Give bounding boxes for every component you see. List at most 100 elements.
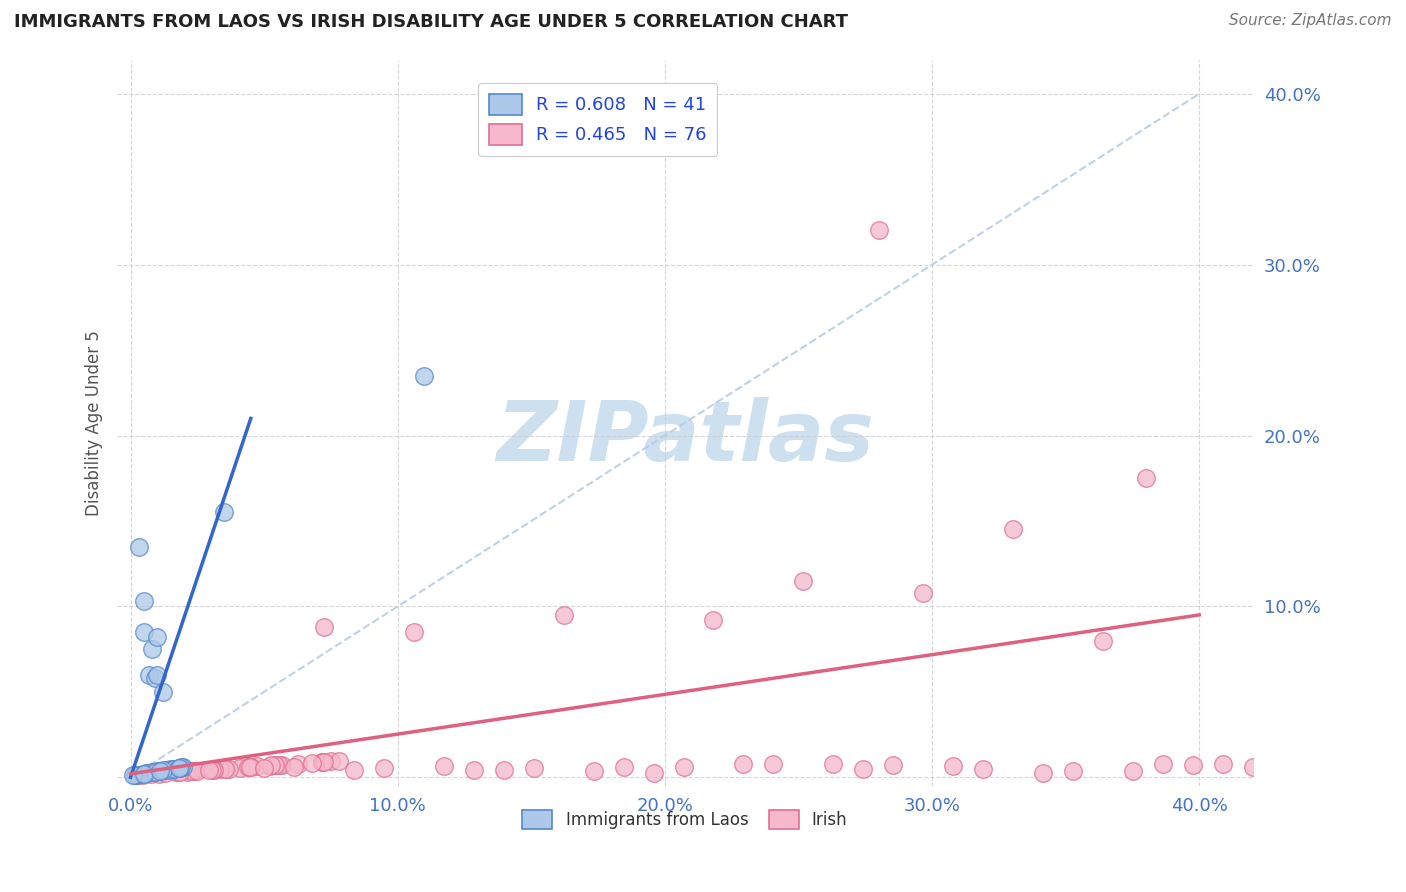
Point: [402, 625, 425, 640]
Point: [122, 768, 145, 782]
Point: [312, 755, 335, 769]
Point: [413, 368, 436, 383]
Point: [523, 761, 546, 775]
Text: ZIPatlas: ZIPatlas: [496, 397, 875, 478]
Point: [319, 754, 342, 768]
Point: [132, 766, 155, 780]
Point: [201, 763, 224, 777]
Point: [132, 625, 155, 640]
Point: [672, 760, 695, 774]
Point: [152, 685, 174, 699]
Point: [236, 760, 259, 774]
Point: [146, 764, 169, 779]
Point: [1002, 523, 1025, 537]
Point: [163, 762, 186, 776]
Point: [181, 764, 204, 779]
Point: [1181, 758, 1204, 772]
Point: [343, 763, 366, 777]
Point: [172, 760, 194, 774]
Point: [141, 642, 163, 657]
Point: [156, 763, 179, 777]
Point: [146, 764, 169, 779]
Point: [823, 757, 845, 772]
Point: [143, 764, 166, 779]
Text: IMMIGRANTS FROM LAOS VS IRISH DISABILITY AGE UNDER 5 CORRELATION CHART: IMMIGRANTS FROM LAOS VS IRISH DISABILITY…: [14, 13, 848, 31]
Point: [1062, 764, 1084, 778]
Point: [582, 764, 605, 778]
Point: [169, 761, 191, 775]
Point: [159, 763, 181, 777]
Point: [643, 765, 665, 780]
Point: [128, 540, 150, 554]
Point: [492, 763, 515, 777]
Point: [463, 763, 485, 777]
Point: [167, 761, 190, 775]
Point: [328, 754, 350, 768]
Point: [176, 764, 198, 779]
Point: [239, 760, 262, 774]
Point: [259, 758, 281, 772]
Point: [138, 667, 160, 681]
Point: [238, 760, 260, 774]
Point: [170, 760, 193, 774]
Point: [301, 756, 323, 770]
Point: [135, 766, 157, 780]
Point: [912, 585, 935, 599]
Point: [942, 759, 965, 773]
Point: [186, 764, 208, 778]
Text: Source: ZipAtlas.com: Source: ZipAtlas.com: [1229, 13, 1392, 29]
Point: [1152, 757, 1174, 772]
Point: [733, 757, 755, 772]
Point: [141, 767, 163, 781]
Point: [1122, 764, 1144, 778]
Point: [792, 574, 814, 588]
Point: [162, 762, 184, 776]
Point: [702, 613, 724, 627]
Point: [269, 757, 291, 772]
Point: [125, 768, 148, 782]
Legend: Immigrants from Laos, Irish: Immigrants from Laos, Irish: [516, 803, 853, 836]
Point: [167, 765, 190, 780]
Point: [145, 764, 167, 779]
Point: [264, 758, 287, 772]
Point: [263, 758, 285, 772]
Point: [197, 763, 219, 777]
Point: [229, 761, 252, 775]
Point: [246, 759, 269, 773]
Point: [148, 766, 170, 780]
Point: [125, 768, 148, 782]
Point: [153, 766, 176, 780]
Point: [132, 594, 155, 608]
Point: [152, 764, 174, 778]
Point: [146, 667, 169, 681]
Point: [239, 760, 262, 774]
Point: [852, 762, 875, 776]
Point: [135, 766, 157, 780]
Point: [202, 763, 225, 777]
Point: [312, 620, 335, 634]
Point: [311, 755, 333, 769]
Point: [1091, 633, 1114, 648]
Point: [143, 671, 166, 685]
Point: [311, 755, 333, 769]
Point: [373, 761, 395, 775]
Point: [132, 766, 155, 780]
Point: [214, 762, 236, 776]
Point: [214, 762, 236, 776]
Point: [146, 630, 169, 644]
Point: [169, 765, 191, 780]
Point: [124, 768, 146, 782]
Point: [180, 764, 202, 779]
Point: [1241, 760, 1264, 774]
Point: [183, 764, 205, 778]
Point: [260, 758, 283, 772]
Point: [613, 760, 636, 774]
Point: [287, 756, 309, 771]
Point: [149, 764, 172, 778]
Point: [132, 768, 155, 782]
Point: [433, 759, 456, 773]
Point: [169, 761, 191, 775]
Point: [762, 756, 785, 771]
Point: [553, 607, 575, 622]
Point: [882, 757, 904, 772]
